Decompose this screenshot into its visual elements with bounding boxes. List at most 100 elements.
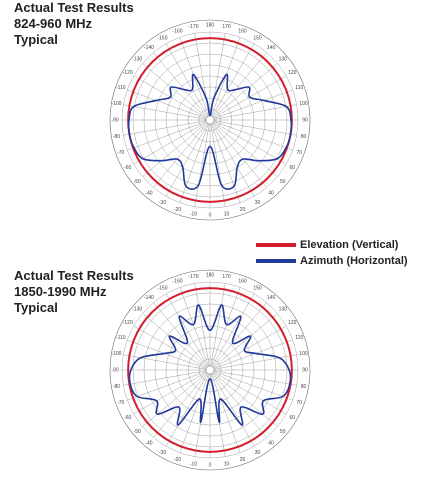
grid-spoke: [209, 119, 226, 207]
grid-spoke: [209, 119, 287, 165]
angle-tick-label: -110: [116, 85, 126, 91]
angle-tick-label: -30: [159, 200, 166, 206]
grid-spoke: [209, 89, 293, 121]
angle-tick-label: -120: [123, 320, 133, 326]
angle-tick-label: -60: [124, 415, 131, 421]
grid-spoke: [153, 369, 211, 438]
grid-spoke: [179, 287, 211, 371]
angle-tick-label: 100: [299, 351, 308, 357]
legend-item-elevation: Elevation (Vertical): [256, 237, 408, 253]
angle-tick-label: -70: [117, 400, 124, 406]
angle-tick-label: 140: [267, 45, 276, 51]
grid-spoke: [209, 325, 287, 371]
elevation-pattern: [127, 37, 293, 203]
grid-spoke: [209, 75, 287, 121]
grid-spoke: [133, 325, 211, 371]
angle-tick-label: 80: [301, 134, 307, 140]
angle-tick-label: -110: [116, 335, 126, 341]
angle-tick-label: 160: [238, 28, 247, 34]
grid-spoke: [194, 119, 211, 207]
grid-spoke: [165, 293, 211, 371]
grid-spoke: [123, 104, 211, 121]
title-line: Typical: [14, 300, 58, 315]
title-line: Actual Test Results: [14, 268, 134, 283]
angle-tick-label: -160: [173, 28, 183, 34]
grid-spoke: [209, 369, 293, 401]
angle-tick-label: 90: [302, 368, 308, 374]
grid-spoke: [179, 119, 211, 203]
angle-tick-label: -130: [132, 307, 142, 313]
angle-tick-label: 140: [267, 295, 276, 301]
grid-spoke: [209, 43, 255, 121]
angle-tick-label: 120: [288, 320, 297, 326]
grid-spoke: [209, 369, 267, 438]
grid-spoke: [123, 119, 211, 136]
title-line: 824-960 MHz: [14, 16, 93, 31]
angle-tick-label: 170: [222, 24, 231, 30]
angle-tick-label: -50: [134, 429, 141, 435]
grid-spoke: [142, 63, 211, 121]
angle-tick-label: 60: [289, 165, 295, 171]
grid-spoke: [133, 119, 211, 165]
grid-spoke: [142, 369, 211, 427]
angle-tick-label: 80: [301, 384, 307, 390]
angle-tick-label: -140: [144, 45, 154, 51]
grid-spoke: [123, 354, 211, 371]
angle-tick-label: -90: [111, 118, 118, 124]
center-marker: [205, 115, 215, 125]
angle-tick-label: -80: [113, 384, 120, 390]
grid-spoke: [209, 119, 255, 197]
grid-spoke: [209, 369, 278, 427]
grid-spoke: [165, 369, 211, 447]
grid-spoke: [209, 369, 297, 386]
angle-tick-label: 150: [253, 35, 262, 41]
angle-tick-label: -70: [117, 150, 124, 156]
grid-spoke: [153, 119, 211, 188]
angle-tick-label: 100: [299, 101, 308, 107]
grid-spoke: [209, 119, 293, 151]
grid-spoke: [179, 37, 211, 121]
legend-item-azimuth: Azimuth (Horizontal): [256, 253, 408, 269]
angle-tick-label: 30: [255, 200, 261, 206]
grid-spoke: [142, 119, 211, 177]
angle-tick-label: 110: [295, 85, 303, 91]
angle-tick-label: 30: [255, 450, 261, 456]
grid-spoke: [209, 354, 297, 371]
angle-tick-label: -150: [157, 35, 167, 41]
elevation-pattern: [127, 287, 293, 453]
legend-label-azimuth: Azimuth (Horizontal): [300, 255, 408, 267]
angle-tick-label: -10: [190, 211, 197, 217]
center-marker: [205, 365, 215, 375]
angle-tick-label: 70: [296, 400, 302, 406]
grid-spoke: [209, 369, 287, 415]
angle-tick-label: -120: [123, 70, 133, 76]
angle-tick-label: 90: [302, 118, 308, 124]
angle-tick-label: -160: [173, 278, 183, 284]
angle-tick-label: 160: [238, 278, 247, 284]
grid-spoke: [209, 293, 255, 371]
grid-spoke: [209, 119, 241, 203]
title-line: Actual Test Results: [14, 0, 134, 15]
plot-title-high-band: Actual Test Results 1850-1990 MHz Typica…: [14, 268, 134, 316]
angle-tick-label: 40: [268, 440, 274, 446]
angle-tick-label: -20: [174, 207, 181, 213]
grid-spoke: [209, 119, 267, 188]
plot-title-low-band: Actual Test Results 824-960 MHz Typical: [14, 0, 134, 48]
angle-tick-label: -80: [113, 134, 120, 140]
angle-tick-label: 180: [206, 273, 215, 279]
grid-spoke: [209, 119, 297, 136]
legend: Elevation (Vertical) Azimuth (Horizontal…: [256, 237, 408, 269]
angle-tick-label: -140: [144, 295, 154, 301]
angle-tick-label: -170: [188, 24, 198, 30]
angle-tick-label: -40: [145, 440, 152, 446]
grid-spoke: [209, 369, 241, 453]
grid-spoke: [165, 119, 211, 197]
outer-ring: [109, 269, 311, 471]
angle-tick-label: -170: [188, 274, 198, 280]
angle-tick-label: 170: [222, 274, 231, 280]
grid-spoke: [127, 339, 211, 371]
grid-spoke: [194, 283, 211, 371]
grid-spoke: [209, 104, 297, 121]
